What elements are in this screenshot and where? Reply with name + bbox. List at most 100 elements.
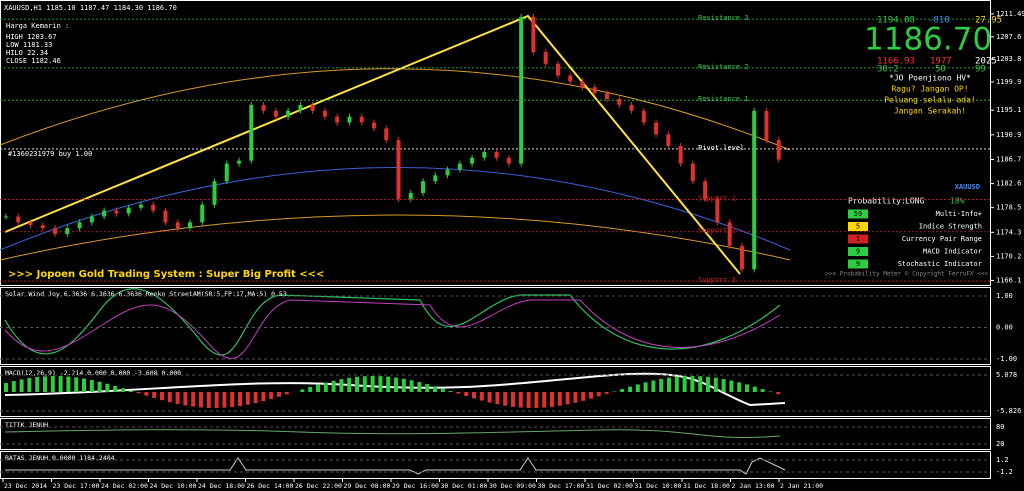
panel-symbol: XAUUSD [955, 183, 980, 191]
sub-tick-label: -5.826 [996, 407, 1021, 415]
candle [310, 104, 315, 111]
candle [187, 222, 192, 229]
x-tick-label: 2 Jan 13:00 [732, 482, 775, 490]
macd-bar [760, 389, 765, 392]
macd-bar [620, 389, 625, 392]
macd-bar [347, 377, 352, 392]
macd-bar [433, 386, 437, 392]
badge-value: 9 [856, 248, 860, 256]
note: Ragu? Jangan OP! [891, 85, 968, 94]
candle [163, 210, 168, 223]
badge [848, 209, 868, 219]
titik-line [4, 429, 781, 438]
macd-bar [152, 392, 157, 398]
banner: >>> Jopoen Gold Trading System : Super B… [8, 269, 324, 280]
panel-row-label: Indice Strength [919, 223, 982, 231]
macd-bar [682, 376, 687, 392]
macd-bar [659, 378, 664, 392]
macd-bar [253, 392, 258, 404]
macd-bar [19, 379, 24, 392]
subwindow-label: Solar Wind Joy 6.3636 6.3636 6.3636 Renk… [5, 290, 287, 298]
macd-bar [284, 392, 289, 395]
band-lower [0, 214, 791, 261]
x-tick-label: 26 Dec 22:00 [295, 482, 342, 490]
macd-bar [729, 380, 734, 392]
candle [580, 81, 585, 88]
info-title: Harga Kemarin : [6, 22, 69, 30]
y-tick-label: 1170.2 [996, 252, 1021, 260]
candle [89, 216, 94, 223]
low: 1166.93 [877, 57, 915, 67]
candle [776, 140, 781, 160]
y-tick-label: 1182.6 [996, 180, 1021, 188]
candle [286, 110, 291, 117]
badge-value: 1 [856, 235, 860, 243]
macd-bar [776, 392, 781, 394]
macd-bar [511, 392, 515, 407]
y-tick-label: 1211.49 [996, 10, 1024, 18]
candle [727, 222, 732, 246]
candle [605, 93, 610, 100]
y-tick-label: 1190.9 [996, 131, 1021, 139]
macd-bar [495, 392, 500, 405]
macd-bar [105, 383, 110, 392]
macd-bar [121, 388, 125, 392]
candle [237, 160, 242, 164]
macd-bar [635, 384, 640, 392]
macd-bar [737, 382, 742, 392]
x-tick-label: 29 Dec 16:00 [392, 482, 439, 490]
info-line: LOW 1181.33 [6, 41, 52, 49]
osc-line [4, 288, 781, 356]
macd-bar [503, 392, 508, 406]
macd-bar [27, 378, 32, 392]
candle [445, 169, 450, 176]
macd-bar [542, 392, 547, 408]
macd-bar [160, 392, 164, 401]
macd-bar [534, 392, 539, 408]
panel-row-label: Multi-Info+ [936, 210, 982, 218]
candle [457, 163, 462, 170]
candle [114, 210, 119, 214]
macd-bar [214, 392, 219, 408]
macd-bar [386, 376, 391, 392]
candle [200, 204, 205, 223]
macd-bar [97, 381, 102, 392]
macd-bar [191, 392, 196, 407]
probability-value: 18% [950, 197, 965, 206]
badge [848, 247, 868, 256]
macd-bar [378, 376, 383, 392]
info-line: HIGH 1203.67 [6, 33, 57, 41]
timer: 99 [975, 65, 986, 75]
sub-tick-label: 1.00 [996, 292, 1013, 300]
level-label: Resistance 1 [698, 95, 749, 103]
candle [641, 110, 646, 123]
candle [53, 228, 58, 235]
macd-bar [713, 377, 718, 392]
x-tick-label: 23 Dec 2014 [4, 482, 47, 490]
macd-bar [456, 392, 461, 394]
note: Jangan Serakah! [894, 107, 966, 116]
macd-bar [479, 392, 484, 401]
candle [703, 181, 708, 199]
macd-bar [35, 376, 40, 392]
current-price: 1186.70 [864, 22, 992, 58]
macd-bar [401, 378, 406, 392]
sub-tick-label: 1.2 [996, 456, 1009, 464]
macd-bar [89, 379, 94, 392]
macd-bar [183, 392, 188, 406]
macd-bar [752, 386, 757, 392]
year: 2025 [975, 57, 997, 67]
panel-row-label: Stochastic Indicator [898, 260, 982, 268]
candle [40, 225, 45, 229]
x-tick-label: 29 Dec 08:00 [344, 482, 391, 490]
macd-bar [331, 380, 336, 392]
y-tick-label: 1166.1 [996, 276, 1021, 284]
sub-tick-label: -1.2 [996, 468, 1013, 476]
candle [494, 151, 499, 158]
macd-bar [43, 376, 47, 392]
macd-bar [698, 376, 703, 392]
macd-bar [550, 392, 554, 407]
macd-bar [417, 382, 422, 392]
level-label: Support 3 [698, 276, 736, 284]
macd-bar [690, 376, 695, 392]
